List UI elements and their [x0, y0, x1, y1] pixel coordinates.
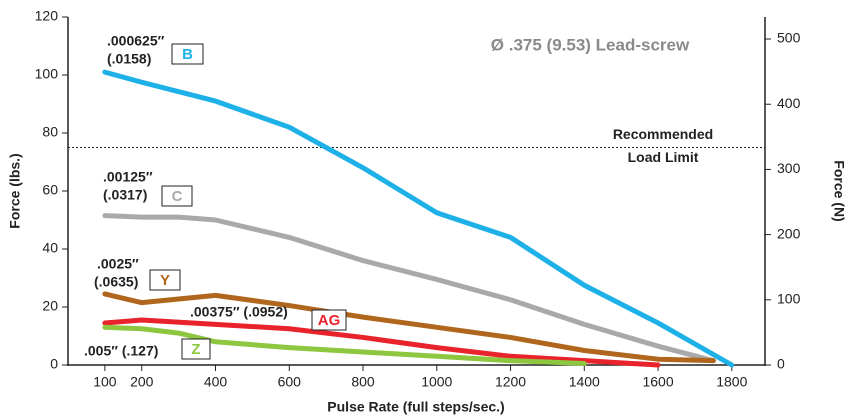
- series-line: [102, 69, 735, 368]
- legend-box: [161, 185, 193, 207]
- x-tick-label: 1000: [421, 374, 452, 390]
- legend-label: AG: [318, 312, 341, 329]
- series-annotation: .000625″: [107, 33, 165, 49]
- legend-box: [171, 43, 204, 65]
- y2-axis-label: Force (N): [831, 160, 847, 221]
- reference-label: Recommended: [613, 126, 713, 142]
- series-annotation: .005″ (.127): [84, 343, 158, 359]
- y2-tick-label: 0: [777, 356, 785, 372]
- series-annotation: (.0317): [103, 187, 147, 203]
- series-line: [102, 317, 661, 368]
- y2-tick-label: 300: [777, 160, 801, 176]
- y-axis-label: Force (lbs.): [7, 153, 23, 228]
- chart-title: Ø .375 (9.53) Lead-screw: [491, 35, 690, 54]
- x-tick-label: 200: [130, 374, 154, 390]
- series-annotation: .00125″: [103, 169, 153, 185]
- y-tick-label: 40: [42, 240, 58, 256]
- legend-label: Y: [160, 272, 170, 289]
- x-tick-label: 1200: [495, 374, 526, 390]
- legend-box: [311, 309, 347, 331]
- legend-box: [149, 269, 181, 291]
- x-tick-label: 800: [351, 374, 375, 390]
- x-tick-label: 400: [204, 374, 228, 390]
- series-line: [102, 324, 587, 367]
- series-line: [102, 213, 716, 364]
- series-annotation: (.0158): [107, 51, 151, 67]
- legend-label: C: [172, 188, 183, 205]
- y-tick-label: 100: [35, 66, 59, 82]
- x-tick-label: 600: [278, 374, 302, 390]
- x-axis-label: Pulse Rate (full steps/sec.): [327, 399, 504, 415]
- series-annotation: .00375″ (.0952): [190, 304, 288, 320]
- x-tick-label: 1600: [642, 374, 673, 390]
- legend-label: Z: [191, 341, 200, 358]
- series-line: [102, 291, 716, 364]
- y-tick-label: 80: [42, 124, 58, 140]
- y2-tick-label: 100: [777, 291, 801, 307]
- y-tick-label: 60: [42, 182, 58, 198]
- y2-tick-label: 400: [777, 95, 801, 111]
- x-tick-label: 1800: [716, 374, 747, 390]
- y-tick-label: 20: [42, 298, 58, 314]
- x-tick-label: 1400: [569, 374, 600, 390]
- legend-box: [181, 338, 211, 360]
- y2-tick-label: 200: [777, 225, 801, 241]
- y-tick-label: 0: [50, 356, 58, 372]
- x-tick-label: 100: [93, 374, 117, 390]
- y2-tick-label: 500: [777, 30, 801, 46]
- reference-label: Load Limit: [628, 149, 699, 165]
- series-annotation: (.0635): [94, 274, 138, 290]
- series-annotation: .0025″: [97, 256, 139, 272]
- y-tick-label: 120: [35, 8, 59, 24]
- legend-label: B: [182, 46, 193, 63]
